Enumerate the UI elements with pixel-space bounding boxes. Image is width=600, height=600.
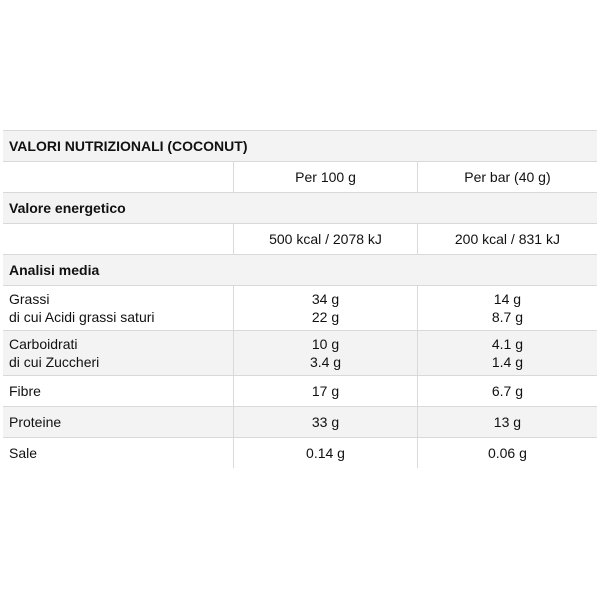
saturated-fats-per-100g: 22 g — [311, 309, 340, 325]
sugars-per-bar: 1.4 g — [491, 354, 523, 370]
salt-per-bar: 0.06 g — [416, 437, 597, 468]
section-row-analysis: Analisi media — [3, 254, 597, 286]
column-header-per-bar: Per bar (40 g) — [416, 161, 597, 193]
energy-per-bar: 200 kcal / 831 kJ — [416, 223, 597, 255]
table-row-energy: 500 kcal / 2078 kJ 200 kcal / 831 kJ — [3, 223, 597, 255]
salt-per-100g: 0.14 g — [233, 437, 418, 468]
carbs-per-bar: 4.1 g — [491, 336, 523, 352]
fats-label-cell: Grassi di cui Acidi grassi saturi — [3, 285, 234, 331]
protein-per-100g: 33 g — [233, 406, 418, 438]
fibre-per-bar: 6.7 g — [416, 375, 597, 407]
saturated-fats-per-bar: 8.7 g — [491, 309, 523, 325]
header-empty-cell — [3, 161, 234, 193]
fats-per-bar: 14 g — [493, 291, 522, 307]
fibre-per-100g: 17 g — [233, 375, 418, 407]
column-header-per-100g: Per 100 g — [233, 161, 418, 193]
protein-per-bar: 13 g — [416, 406, 597, 438]
carbs-label: Carboidrati — [9, 336, 78, 352]
energy-per-100g: 500 kcal / 2078 kJ — [233, 223, 418, 255]
carbs-label-cell: Carboidrati di cui Zuccheri — [3, 330, 234, 376]
table-row-fibre: Fibre 17 g 6.7 g — [3, 375, 597, 407]
salt-label: Sale — [3, 437, 234, 468]
saturated-fats-label: di cui Acidi grassi saturi — [9, 309, 155, 325]
table-title: VALORI NUTRIZIONALI (COCONUT) — [3, 130, 597, 162]
table-header-row: Per 100 g Per bar (40 g) — [3, 161, 597, 193]
table-row-fats: Grassi di cui Acidi grassi saturi 34 g 2… — [3, 285, 597, 331]
sugars-per-100g: 3.4 g — [309, 354, 342, 370]
fats-per-bar-cell: 14 g 8.7 g — [416, 285, 597, 331]
table-row-salt: Sale 0.14 g 0.06 g — [3, 437, 597, 468]
sugars-label: di cui Zuccheri — [9, 354, 100, 370]
section-title-analysis: Analisi media — [3, 254, 597, 286]
section-row-energy: Valore energetico — [3, 192, 597, 224]
table-title-row: VALORI NUTRIZIONALI (COCONUT) — [3, 130, 597, 162]
carbs-per-100g-cell: 10 g 3.4 g — [233, 330, 418, 376]
fibre-label: Fibre — [3, 375, 234, 407]
carbs-per-bar-cell: 4.1 g 1.4 g — [416, 330, 597, 376]
fats-label: Grassi — [9, 291, 50, 307]
section-title-energy: Valore energetico — [3, 192, 597, 224]
table-row-carbs: Carboidrati di cui Zuccheri 10 g 3.4 g 4… — [3, 330, 597, 376]
nutrition-table: VALORI NUTRIZIONALI (COCONUT) Per 100 g … — [3, 130, 597, 468]
fats-per-100g: 34 g — [311, 291, 340, 307]
fats-per-100g-cell: 34 g 22 g — [233, 285, 418, 331]
energy-empty-cell — [3, 223, 234, 255]
table-row-protein: Proteine 33 g 13 g — [3, 406, 597, 438]
protein-label: Proteine — [3, 406, 234, 438]
carbs-per-100g: 10 g — [311, 336, 340, 352]
